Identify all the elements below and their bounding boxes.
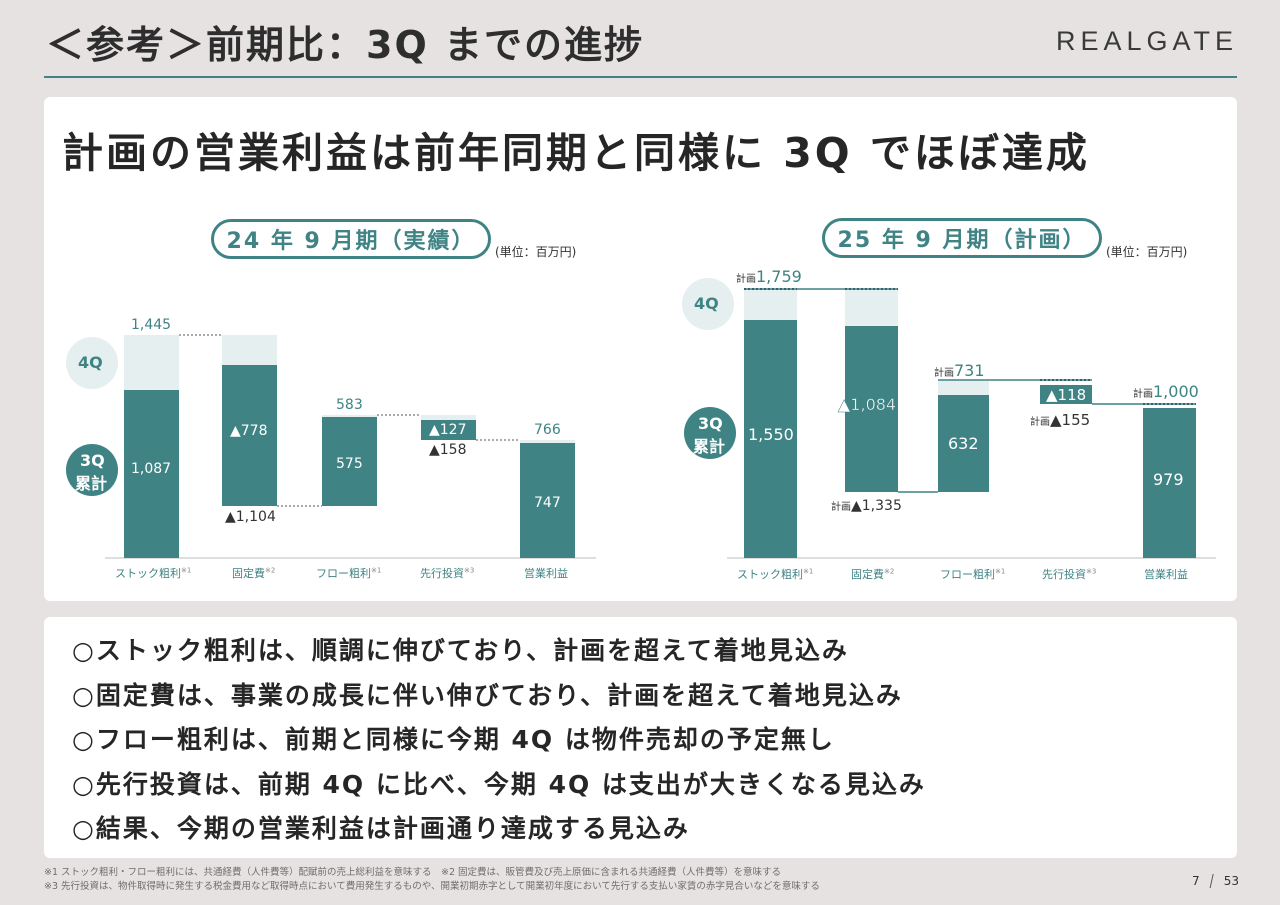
left-chart-title: 24 年 9 月期（実績） — [211, 219, 491, 259]
right-category-flow: フロー粗利※1 — [940, 567, 1006, 581]
right-fixed-plan-label: 計画▲1,335 — [831, 495, 902, 514]
page-separator: / — [1209, 871, 1214, 891]
left-op-total-label: 766 — [534, 422, 561, 438]
chart-card: 計画の営業利益は前年同期と同様に 3Q でほぼ達成 24 年 9 月期（実績） … — [44, 97, 1237, 601]
left-op-3q-label: 747 — [534, 495, 561, 511]
right-invest-plan-label: 計画▲155 — [1030, 410, 1090, 429]
left-flow-3q-label: 575 — [336, 456, 363, 472]
left-category-stock: ストック粗利※1 — [115, 566, 192, 580]
left-stock-3q-bar — [124, 390, 179, 558]
left-chart-unit: (単位：百万円) — [495, 245, 577, 259]
right-flow-3q-label: 632 — [948, 434, 979, 453]
summary-item: ○結果、今期の営業利益は計画通り達成する見込み — [72, 814, 690, 843]
right-chart-unit: (単位：百万円) — [1106, 245, 1188, 259]
page-number: 7 / 53 — [1192, 871, 1239, 891]
right-op-3q-label: 979 — [1153, 470, 1184, 489]
realgate-logo: REALGATE — [1055, 26, 1238, 56]
plan-prefix: 計画 — [831, 502, 851, 513]
right-legend-3q-circle — [684, 407, 736, 459]
left-fixed-4q-bar — [222, 335, 277, 365]
right-op-plan-label: 計画1,000 — [1133, 382, 1199, 401]
left-category-flow: フロー粗利※1 — [316, 566, 382, 580]
right-flow-3q-bar — [938, 395, 989, 492]
summary-card: ○ストック粗利は、順調に伸びており、計画を超えて着地見込み ○固定費は、事業の成… — [44, 617, 1237, 858]
plan-value: 1,000 — [1153, 382, 1199, 401]
page-title: ＜参考＞前期比：3Q までの進捗 — [46, 23, 644, 67]
right-stock-4q-bar — [744, 289, 797, 320]
left-invest-3q-label: ▲127 — [429, 422, 467, 438]
plan-prefix: 計画 — [1133, 389, 1153, 400]
left-legend-4q-label: 4Q — [78, 353, 103, 372]
left-invest-3q-bar — [421, 420, 476, 440]
footnote: ※1 ストック粗利・フロー粗利には、共通経費（人件費等）配賦前の売上総利益を意味… — [44, 867, 782, 878]
left-invest-4q-bar — [421, 415, 476, 420]
left-legend-4q-circle — [66, 337, 118, 389]
left-flow-4q-bar — [322, 415, 377, 417]
right-stock-plan-label: 計画1,759 — [736, 267, 802, 286]
right-legend-3q-label-1: 3Q — [698, 414, 723, 433]
summary-item: ○固定費は、事業の成長に伴い伸びており、計画を超えて着地見込み — [72, 680, 903, 710]
plan-prefix: 計画 — [1030, 417, 1050, 428]
right-chart-title: 25 年 9 月期（計画） — [822, 218, 1102, 258]
plan-prefix: 計画 — [736, 274, 756, 285]
summary-item: ○先行投資は、前期 4Q に比べ、今期 4Q は支出が大きくなる見込み — [72, 769, 926, 799]
left-op-3q-bar — [520, 443, 575, 558]
plan-value: 1,759 — [756, 267, 802, 286]
plan-value: ▲1,335 — [851, 498, 902, 514]
left-category-op: 営業利益 — [524, 567, 568, 580]
right-invest-3q-bar — [1040, 385, 1092, 404]
left-flow-3q-bar — [322, 417, 377, 506]
plan-prefix: 計画 — [934, 368, 954, 379]
left-fixed-3q-label: ▲778 — [230, 423, 268, 439]
footnotes: ※1 ストック粗利・フロー粗利には、共通経費（人件費等）配賦前の売上総利益を意味… — [44, 866, 820, 894]
left-invest-total-label: ▲158 — [429, 442, 467, 458]
header-divider — [44, 76, 1237, 78]
right-chart — [682, 278, 1216, 559]
right-category-op: 営業利益 — [1144, 568, 1188, 581]
left-legend-3q-circle — [66, 444, 118, 496]
right-category-stock: ストック粗利※1 — [737, 567, 814, 581]
right-category-invest: 先行投資※3 — [1042, 567, 1097, 581]
right-flow-4q-bar — [938, 380, 989, 395]
right-legend-4q-circle — [682, 278, 734, 330]
left-flow-total-label: 583 — [336, 397, 363, 413]
left-op-4q-bar — [520, 440, 575, 443]
plan-value: 731 — [954, 361, 985, 380]
left-fixed-total-label: ▲1,104 — [225, 509, 276, 525]
left-category-fixed: 固定費※2 — [232, 566, 276, 580]
right-flow-plan-label: 計画731 — [934, 361, 985, 380]
right-invest-3q-label: ▲118 — [1046, 386, 1087, 404]
left-fixed-3q-bar — [222, 365, 277, 506]
left-stock-4q-bar — [124, 335, 179, 390]
headline: 計画の営業利益は前年同期と同様に 3Q でほぼ達成 — [62, 129, 1090, 177]
left-legend-3q-label-2: 累計 — [75, 474, 108, 493]
left-chart — [66, 334, 596, 559]
summary-item: ○フロー粗利は、前期と同様に今期 4Q は物件売却の予定無し — [72, 725, 835, 754]
left-legend-3q-label-1: 3Q — [80, 451, 105, 470]
page-total: 53 — [1223, 874, 1239, 888]
right-fixed-3q-bar — [845, 326, 898, 492]
right-legend-3q-label-2: 累計 — [693, 437, 726, 456]
right-fixed-4q-bar — [845, 289, 898, 326]
right-stock-3q-label: 1,550 — [748, 425, 794, 444]
left-stock-3q-label: 1,087 — [131, 461, 172, 477]
plan-value: ▲155 — [1050, 411, 1091, 429]
footnote: ※3 先行投資は、物件取得時に発生する税金費用など取得時点において費用発生するも… — [44, 881, 820, 892]
right-legend-4q-label: 4Q — [694, 294, 719, 313]
left-category-invest: 先行投資※3 — [420, 566, 475, 580]
right-op-3q-bar — [1143, 408, 1196, 558]
summary-item: ○ストック粗利は、順調に伸びており、計画を超えて着地見込み — [72, 636, 849, 665]
left-stock-total-label: 1,445 — [131, 317, 172, 333]
right-stock-3q-bar — [744, 320, 797, 558]
summary-list: ○ストック粗利は、順調に伸びており、計画を超えて着地見込み ○固定費は、事業の成… — [72, 629, 926, 852]
right-fixed-3q-label: ▲1,084 — [838, 395, 897, 415]
page-current: 7 — [1192, 874, 1200, 888]
right-category-fixed: 固定費※2 — [851, 567, 895, 581]
